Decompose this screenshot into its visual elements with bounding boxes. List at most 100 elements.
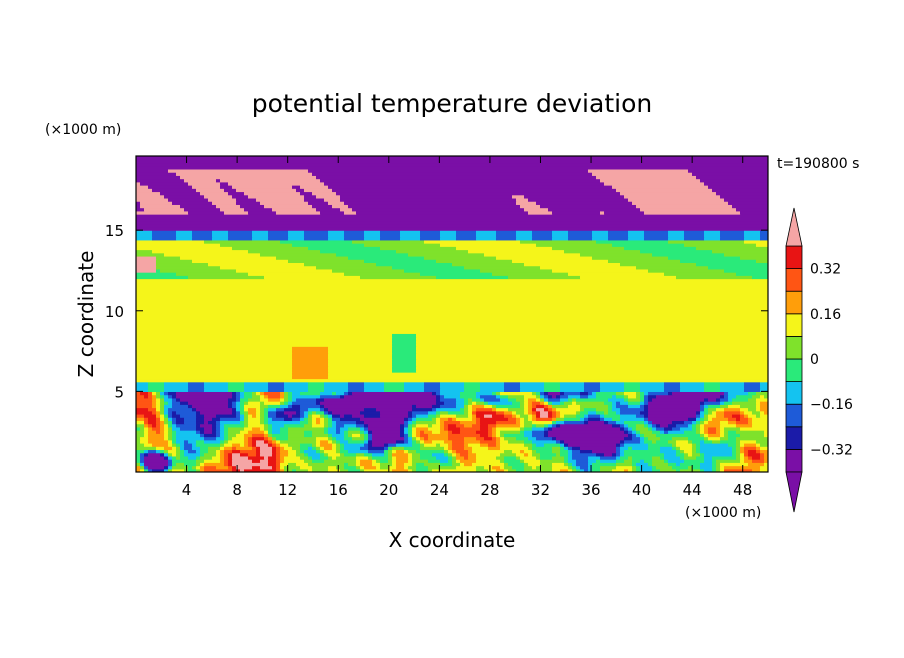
field-cell [704, 381, 721, 386]
field-cell [220, 455, 225, 460]
field-cell [344, 462, 349, 467]
field-cell [704, 417, 709, 422]
field-cell [244, 436, 249, 441]
field-cell [292, 346, 329, 351]
field-cell [392, 355, 417, 360]
field-cell [644, 210, 741, 215]
x-tick-label: 16 [329, 481, 348, 499]
field-cell [232, 401, 237, 405]
field-cell [552, 210, 601, 215]
field-cell [148, 420, 157, 425]
field-cell [376, 262, 453, 267]
field-cell [572, 452, 597, 457]
field-cell [224, 210, 249, 215]
field-cell [152, 236, 177, 241]
field-cell [712, 455, 737, 460]
field-cell [708, 410, 713, 415]
field-cell [136, 401, 153, 405]
field-cell [216, 426, 221, 431]
field-cell [140, 459, 145, 463]
field-cell [528, 397, 537, 402]
field-cell [736, 439, 741, 444]
field-cell [160, 423, 165, 428]
field-cell [344, 465, 357, 470]
field-cell [472, 410, 477, 415]
field-cell [496, 233, 517, 238]
field-cell [520, 239, 597, 244]
field-cell [412, 423, 417, 428]
field-cell [304, 194, 317, 199]
field-cell [304, 452, 309, 457]
field-cell [552, 455, 565, 460]
field-cell [756, 401, 761, 405]
field-cell [496, 455, 505, 460]
field-cell [228, 436, 233, 441]
field-cell [136, 355, 293, 360]
field-cell [572, 465, 577, 470]
field-cell [208, 262, 305, 267]
field-cell [176, 230, 193, 234]
field-cell [320, 455, 329, 460]
field-cell [168, 452, 173, 457]
field-cell [292, 404, 301, 409]
field-cell [440, 388, 465, 392]
field-cell [568, 394, 581, 399]
field-cell [300, 455, 309, 460]
field-cell [428, 423, 433, 428]
field-cell [404, 426, 409, 431]
field-cell [704, 455, 713, 460]
field-cell [632, 462, 637, 467]
field-cell [612, 243, 685, 247]
field-cell [600, 210, 605, 215]
field-cell [452, 430, 461, 434]
field-cell [264, 455, 269, 460]
field-cell [532, 433, 545, 438]
field-cell [728, 442, 737, 447]
field-cell [364, 420, 405, 425]
field-cell [408, 423, 413, 428]
field-cell [644, 230, 669, 234]
field-cell [284, 384, 309, 389]
field-cell [244, 388, 269, 392]
field-cell [416, 468, 429, 472]
field-cell [388, 455, 393, 460]
field-cell [360, 430, 365, 434]
field-cell [316, 436, 329, 441]
field-cell [232, 462, 269, 467]
field-cell [404, 449, 409, 454]
field-cell [196, 188, 225, 193]
field-cell [248, 423, 265, 428]
field-cell [136, 181, 141, 186]
field-cell [136, 336, 393, 341]
field-cell [504, 449, 513, 454]
field-cell [232, 446, 237, 451]
field-cell [152, 410, 157, 415]
field-cell [340, 442, 345, 447]
field-cell [576, 462, 589, 467]
field-cell [704, 430, 709, 434]
field-cell [184, 417, 197, 422]
field-cell [220, 442, 225, 447]
field-cell [624, 430, 629, 434]
field-cell [344, 230, 365, 234]
field-cell [676, 423, 689, 428]
field-cell [300, 404, 321, 409]
field-cell [608, 404, 613, 409]
field-cell [144, 442, 153, 447]
field-cell [332, 455, 337, 460]
field-cell [276, 436, 289, 441]
field-cell [328, 368, 393, 373]
field-cell [560, 381, 585, 386]
field-cell [176, 172, 313, 176]
field-cell [180, 455, 189, 460]
field-cell [576, 468, 581, 472]
field-cell [276, 455, 281, 460]
field-cell [644, 417, 649, 422]
field-cell [164, 381, 189, 386]
field-cell [392, 333, 417, 338]
field-cell [456, 417, 473, 422]
field-cell [464, 442, 469, 447]
field-cell [348, 468, 361, 472]
field-cell [748, 452, 761, 457]
field-cell [360, 433, 365, 438]
